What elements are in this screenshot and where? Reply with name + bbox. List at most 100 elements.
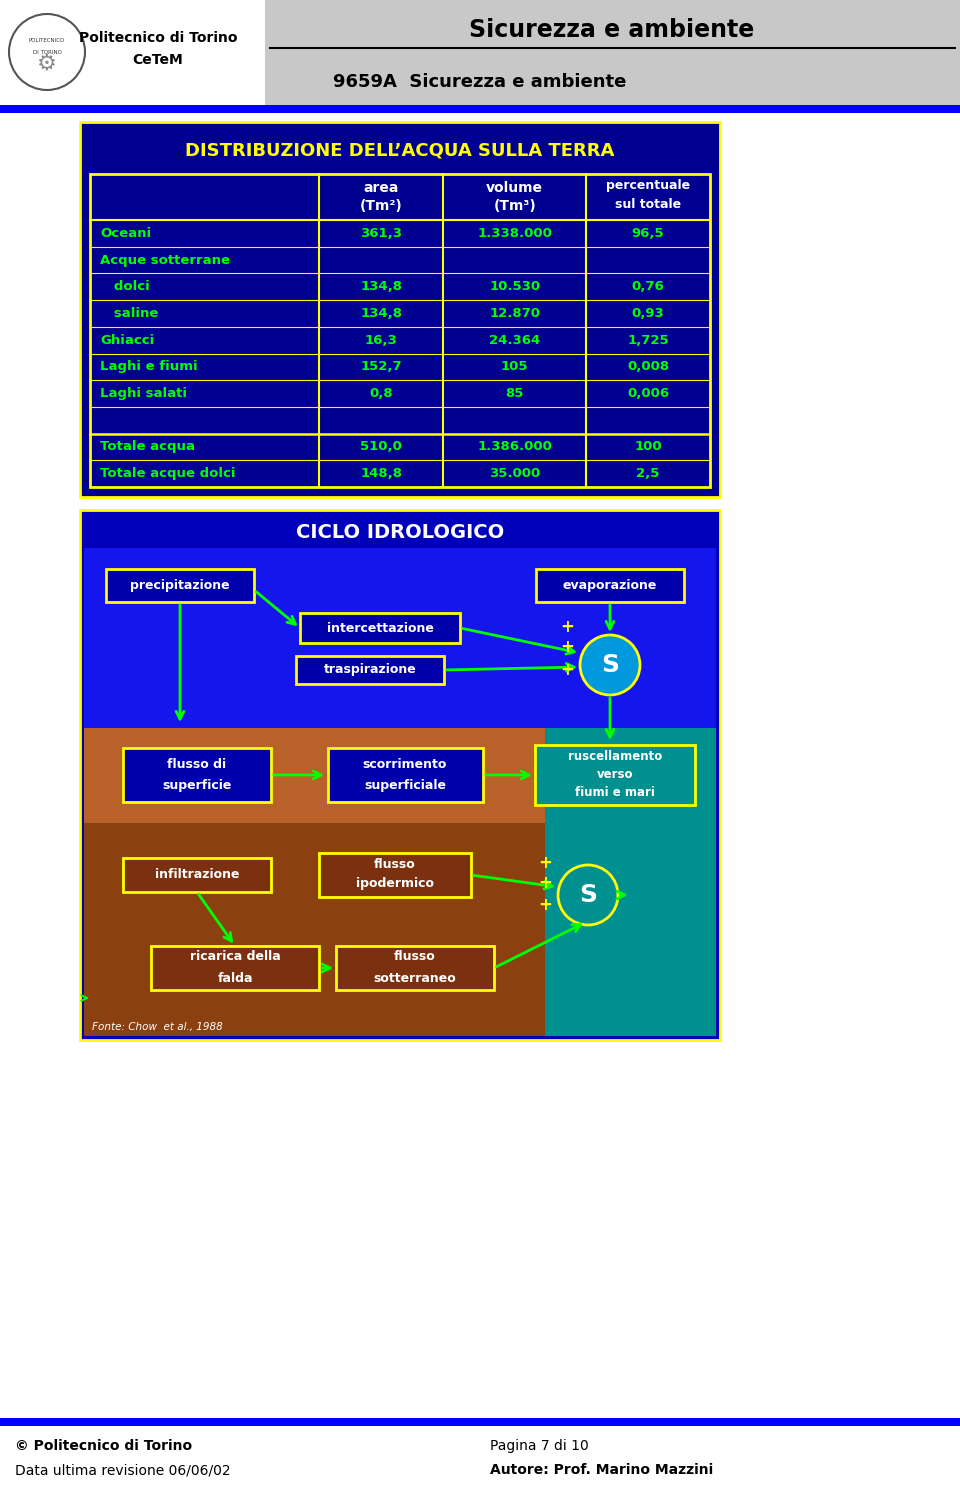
Text: POLITECNICO: POLITECNICO	[29, 37, 65, 43]
Text: 9659A  Sicurezza e ambiente: 9659A Sicurezza e ambiente	[333, 73, 627, 91]
Bar	[0, 0, 265, 106]
Circle shape	[580, 635, 640, 695]
Text: Laghi e fiumi: Laghi e fiumi	[100, 360, 198, 373]
Text: +: +	[560, 661, 574, 679]
Text: +: +	[538, 873, 552, 891]
Text: 0,008: 0,008	[627, 360, 669, 373]
Text: 100: 100	[635, 440, 661, 454]
Text: Laghi salati: Laghi salati	[100, 387, 187, 400]
Text: Oceani: Oceani	[100, 226, 151, 240]
Bar	[84, 548, 716, 728]
Text: DISTRIBUZIONE DELL’ACQUA SULLA TERRA: DISTRIBUZIONE DELL’ACQUA SULLA TERRA	[185, 141, 614, 159]
Text: 0,76: 0,76	[632, 280, 664, 293]
Text: Acque sotterrane: Acque sotterrane	[100, 253, 230, 266]
Bar	[84, 728, 545, 823]
Bar	[90, 174, 710, 487]
Bar	[300, 613, 460, 643]
Text: fiumi e mari: fiumi e mari	[575, 787, 655, 799]
Text: verso: verso	[597, 768, 634, 781]
Text: Politecnico di Torino: Politecnico di Torino	[79, 31, 237, 45]
Text: 1.338.000: 1.338.000	[477, 226, 552, 240]
Bar	[0, 1418, 960, 1426]
Text: CICLO IDROLOGICO: CICLO IDROLOGICO	[296, 522, 504, 542]
Text: superficie: superficie	[162, 778, 231, 792]
Bar	[535, 745, 695, 805]
Text: 1,725: 1,725	[627, 333, 669, 347]
Text: superficiale: superficiale	[364, 778, 446, 792]
Text: DI TORINO: DI TORINO	[33, 49, 61, 55]
Text: ricarica della: ricarica della	[190, 951, 280, 964]
Text: 361,3: 361,3	[360, 226, 402, 240]
Text: Totale acque dolci: Totale acque dolci	[100, 467, 235, 481]
Text: ruscellamento: ruscellamento	[568, 750, 662, 763]
Bar	[80, 122, 720, 497]
Text: flusso di: flusso di	[167, 759, 227, 771]
Bar	[123, 748, 271, 802]
Text: +: +	[538, 854, 552, 872]
Text: 148,8: 148,8	[360, 467, 402, 481]
Text: 2,5: 2,5	[636, 467, 660, 481]
Circle shape	[558, 865, 618, 926]
Text: Pagina 7 di 10: Pagina 7 di 10	[490, 1439, 588, 1452]
Text: +: +	[560, 618, 574, 635]
Bar	[545, 728, 716, 1036]
Text: S: S	[601, 653, 619, 677]
Text: 134,8: 134,8	[360, 280, 402, 293]
Text: 85: 85	[506, 387, 524, 400]
Bar	[268, 4, 955, 60]
Text: Sicurezza e ambiente: Sicurezza e ambiente	[469, 18, 755, 42]
Text: 16,3: 16,3	[365, 333, 397, 347]
Text: scorrimento: scorrimento	[363, 759, 447, 771]
Text: ipodermico: ipodermico	[356, 878, 434, 890]
Text: volume: volume	[486, 182, 543, 195]
Text: 35.000: 35.000	[489, 467, 540, 481]
Text: Fonte: Chow  et al., 1988: Fonte: Chow et al., 1988	[92, 1022, 223, 1033]
Text: © Politecnico di Torino: © Politecnico di Torino	[15, 1439, 192, 1452]
Text: 10.530: 10.530	[490, 280, 540, 293]
Bar	[536, 568, 684, 601]
Circle shape	[9, 13, 85, 89]
Text: 12.870: 12.870	[490, 307, 540, 320]
Text: (Tm²): (Tm²)	[360, 199, 403, 213]
Bar	[0, 106, 960, 113]
Bar	[80, 510, 720, 1040]
Text: Data ultima revisione 06/06/02: Data ultima revisione 06/06/02	[15, 1463, 230, 1478]
Text: 134,8: 134,8	[360, 307, 402, 320]
Text: evaporazione: evaporazione	[563, 579, 658, 592]
Text: saline: saline	[100, 307, 158, 320]
Text: area: area	[364, 182, 399, 195]
Text: intercettazione: intercettazione	[326, 622, 433, 634]
Text: falda: falda	[217, 973, 252, 985]
Text: ⚙: ⚙	[37, 54, 57, 74]
Text: infiltrazione: infiltrazione	[155, 869, 239, 881]
Text: Totale acqua: Totale acqua	[100, 440, 195, 454]
Text: S: S	[579, 882, 597, 908]
Text: +: +	[538, 896, 552, 914]
Text: flusso: flusso	[374, 857, 416, 870]
Bar	[336, 946, 494, 990]
Text: Ghiacci: Ghiacci	[100, 333, 155, 347]
Bar	[106, 568, 254, 601]
Bar	[319, 853, 471, 897]
Text: percentuale: percentuale	[606, 180, 690, 192]
Text: 0,006: 0,006	[627, 387, 669, 400]
Text: precipitazione: precipitazione	[131, 579, 229, 592]
Text: dolci: dolci	[100, 280, 150, 293]
Bar	[265, 0, 960, 106]
Text: 0,93: 0,93	[632, 307, 664, 320]
Text: 0,8: 0,8	[370, 387, 394, 400]
Text: CeTeM: CeTeM	[132, 54, 183, 67]
Text: sul totale: sul totale	[615, 198, 681, 210]
Text: Autore: Prof. Marino Mazzini: Autore: Prof. Marino Mazzini	[490, 1463, 713, 1478]
Text: +: +	[560, 638, 574, 656]
Text: (Tm³): (Tm³)	[493, 199, 536, 213]
Text: 105: 105	[501, 360, 528, 373]
Text: 96,5: 96,5	[632, 226, 664, 240]
Text: 1.386.000: 1.386.000	[477, 440, 552, 454]
Text: flusso: flusso	[395, 951, 436, 964]
Bar	[151, 946, 319, 990]
Bar	[327, 748, 483, 802]
Text: traspirazione: traspirazione	[324, 664, 417, 677]
Bar	[84, 823, 545, 1036]
Text: 152,7: 152,7	[361, 360, 402, 373]
